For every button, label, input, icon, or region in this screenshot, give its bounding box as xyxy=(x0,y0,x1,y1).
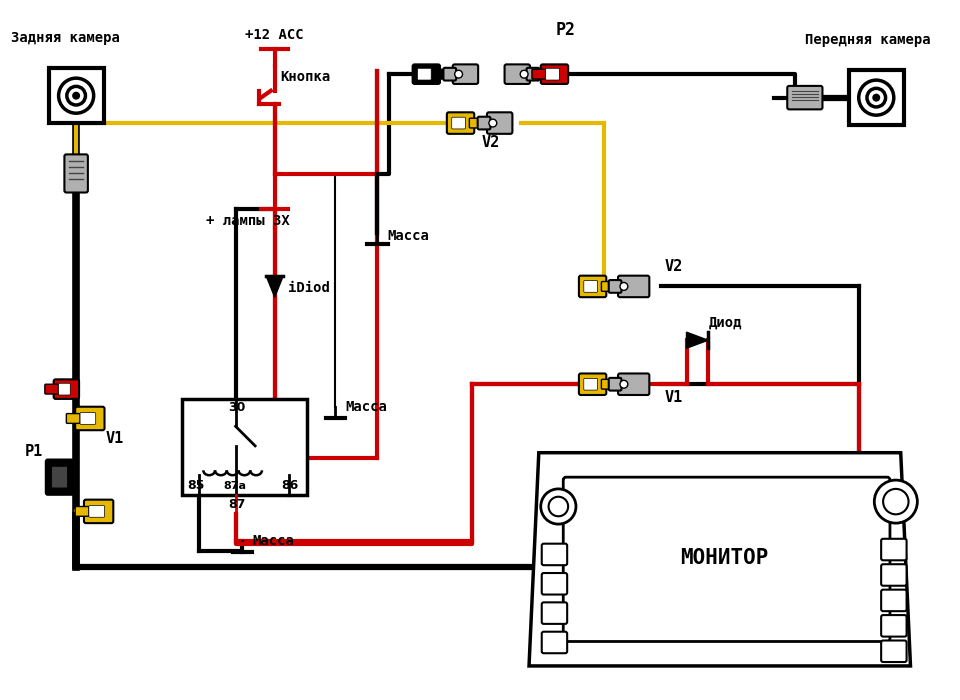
Bar xyxy=(49,69,104,123)
FancyBboxPatch shape xyxy=(541,544,567,565)
Text: Передняя камера: Передняя камера xyxy=(804,33,930,47)
FancyBboxPatch shape xyxy=(527,68,540,80)
Text: МОНИТОР: МОНИТОР xyxy=(681,548,769,568)
FancyBboxPatch shape xyxy=(609,378,621,391)
FancyBboxPatch shape xyxy=(444,68,456,80)
FancyBboxPatch shape xyxy=(52,466,67,488)
Circle shape xyxy=(620,283,628,290)
FancyBboxPatch shape xyxy=(881,564,906,586)
Text: + лампы 3Х: + лампы 3Х xyxy=(206,214,290,228)
Text: +12 ACC: +12 ACC xyxy=(246,28,304,42)
FancyBboxPatch shape xyxy=(418,69,431,80)
Text: V1: V1 xyxy=(665,390,684,405)
FancyBboxPatch shape xyxy=(881,589,906,611)
FancyBboxPatch shape xyxy=(541,603,567,624)
FancyBboxPatch shape xyxy=(579,374,607,395)
FancyBboxPatch shape xyxy=(46,460,73,495)
FancyBboxPatch shape xyxy=(541,573,567,594)
FancyBboxPatch shape xyxy=(545,69,560,80)
FancyBboxPatch shape xyxy=(584,281,597,293)
Text: Кнопка: Кнопка xyxy=(280,70,331,84)
FancyBboxPatch shape xyxy=(787,86,823,109)
Polygon shape xyxy=(529,453,910,666)
FancyBboxPatch shape xyxy=(881,539,906,560)
FancyBboxPatch shape xyxy=(541,631,567,653)
Text: 30: 30 xyxy=(228,400,245,414)
Text: Задняя камера: Задняя камера xyxy=(11,31,119,45)
Circle shape xyxy=(875,480,918,523)
Bar xyxy=(181,399,307,495)
FancyBboxPatch shape xyxy=(881,615,906,636)
FancyBboxPatch shape xyxy=(505,64,530,84)
Text: V1: V1 xyxy=(106,431,124,446)
Text: P2: P2 xyxy=(556,21,575,39)
Circle shape xyxy=(455,70,463,78)
Circle shape xyxy=(540,489,576,524)
FancyBboxPatch shape xyxy=(487,112,513,134)
FancyBboxPatch shape xyxy=(601,379,615,389)
Text: 87: 87 xyxy=(228,498,245,512)
Text: V2: V2 xyxy=(482,134,500,150)
FancyBboxPatch shape xyxy=(618,276,649,298)
Text: 85: 85 xyxy=(187,479,205,492)
FancyBboxPatch shape xyxy=(80,412,96,424)
FancyBboxPatch shape xyxy=(64,155,88,192)
FancyBboxPatch shape xyxy=(435,69,449,79)
FancyBboxPatch shape xyxy=(452,117,466,129)
Text: Масса: Масса xyxy=(346,400,387,414)
Circle shape xyxy=(548,497,568,517)
FancyBboxPatch shape xyxy=(469,118,483,128)
Text: P1: P1 xyxy=(24,444,42,458)
FancyBboxPatch shape xyxy=(618,374,649,395)
FancyBboxPatch shape xyxy=(45,384,59,394)
Text: 86: 86 xyxy=(281,479,299,492)
Circle shape xyxy=(489,119,496,127)
FancyBboxPatch shape xyxy=(478,117,491,130)
FancyBboxPatch shape xyxy=(609,280,621,293)
FancyBboxPatch shape xyxy=(532,69,545,79)
Text: 87a: 87a xyxy=(224,481,247,491)
Polygon shape xyxy=(266,276,283,298)
FancyBboxPatch shape xyxy=(579,276,607,298)
FancyBboxPatch shape xyxy=(84,500,113,523)
Circle shape xyxy=(73,92,80,99)
FancyBboxPatch shape xyxy=(446,112,474,134)
Text: iDiod: iDiod xyxy=(288,281,330,295)
Circle shape xyxy=(883,489,908,514)
FancyBboxPatch shape xyxy=(54,379,79,399)
FancyBboxPatch shape xyxy=(881,640,906,662)
Text: Масса: Масса xyxy=(387,230,429,244)
FancyBboxPatch shape xyxy=(66,414,80,424)
Text: V2: V2 xyxy=(665,259,684,274)
FancyBboxPatch shape xyxy=(75,507,89,517)
FancyBboxPatch shape xyxy=(584,379,597,390)
FancyBboxPatch shape xyxy=(564,477,890,641)
FancyBboxPatch shape xyxy=(59,384,70,395)
Circle shape xyxy=(873,94,879,101)
Bar xyxy=(849,70,903,125)
FancyBboxPatch shape xyxy=(601,281,615,291)
Circle shape xyxy=(620,380,628,388)
Text: Диод: Диод xyxy=(709,316,742,330)
FancyBboxPatch shape xyxy=(453,64,478,84)
FancyBboxPatch shape xyxy=(89,505,105,517)
FancyBboxPatch shape xyxy=(413,64,440,84)
Circle shape xyxy=(520,70,528,78)
FancyBboxPatch shape xyxy=(75,407,105,430)
FancyBboxPatch shape xyxy=(540,64,568,84)
Text: Масса: Масса xyxy=(252,533,294,547)
Polygon shape xyxy=(686,332,708,349)
